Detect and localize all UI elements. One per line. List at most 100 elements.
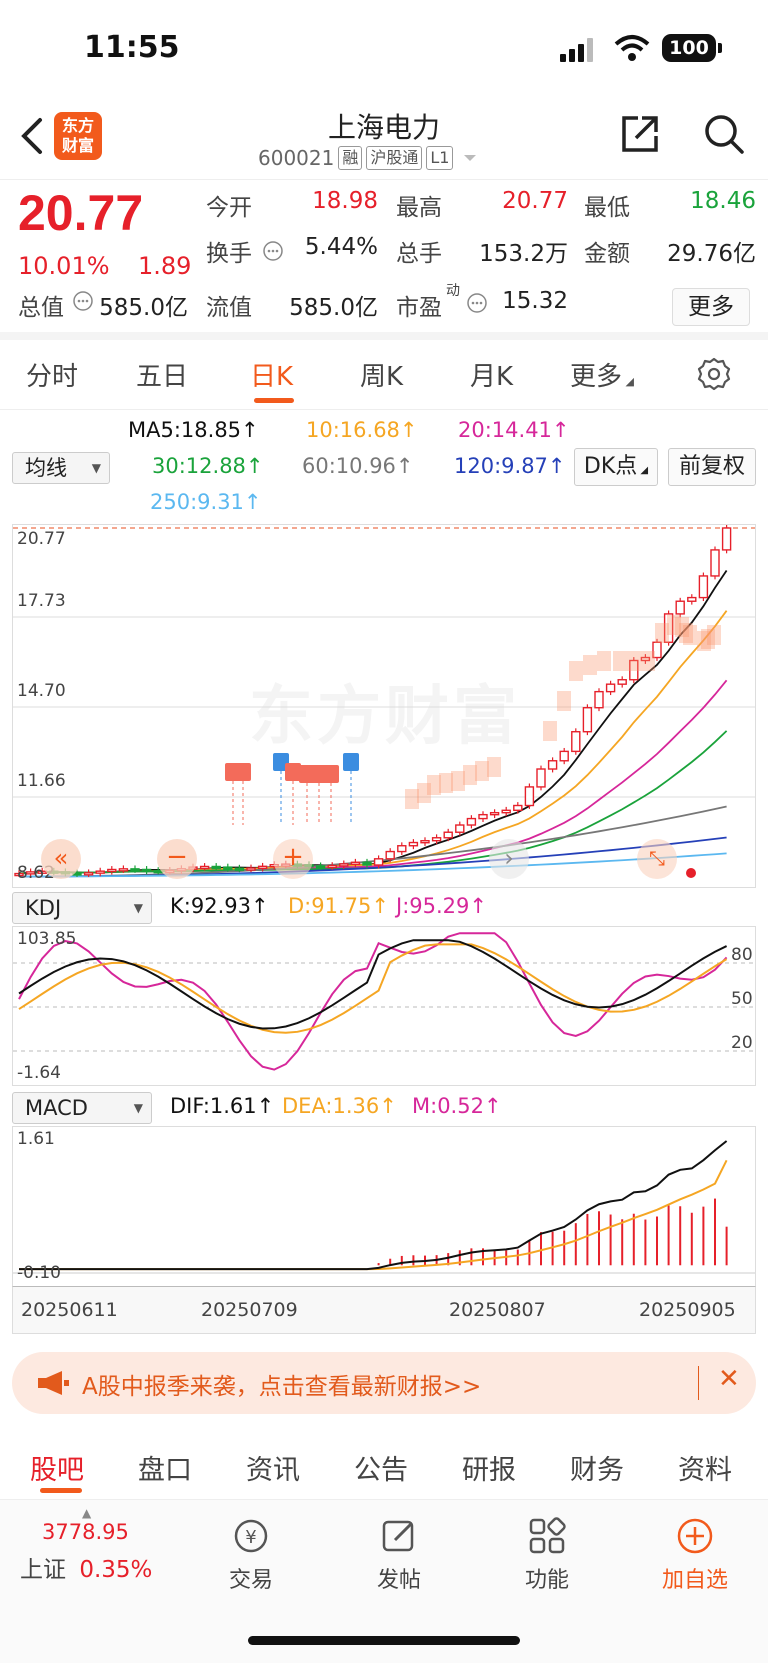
tab-announcements[interactable]: 公告 — [354, 1455, 408, 1486]
kdj-svg — [13, 932, 755, 1071]
ma10-legend: 10:16.68↑ — [306, 418, 418, 442]
scroll-left-button[interactable]: « — [41, 839, 81, 879]
float-value: 585.0亿 — [289, 295, 378, 321]
tag-margin: 融 — [338, 146, 363, 170]
signal-marker — [707, 625, 721, 645]
dropdown-icon[interactable] — [459, 151, 481, 165]
close-icon[interactable]: ✕ — [718, 1364, 740, 1394]
tab-intraday[interactable]: 分时 — [26, 362, 79, 392]
post-button[interactable]: 发帖 — [344, 1514, 454, 1594]
tab-five-day[interactable]: 五日 — [136, 362, 189, 392]
high-value: 20.77 — [502, 188, 568, 214]
tab-news[interactable]: 资讯 — [246, 1455, 300, 1486]
period-tabs: 分时 五日 日K 周K 月K 更多 ◢ — [0, 340, 768, 410]
kdj-level-20: 20 — [731, 1033, 753, 1053]
index-widget[interactable]: ▲ 3778.95 上证 0.35% — [20, 1506, 160, 1584]
plus-circle-icon — [677, 1518, 713, 1554]
info-icon[interactable] — [466, 292, 488, 314]
signal-marker — [405, 789, 419, 809]
tab-weekly-k[interactable]: 周K — [360, 362, 404, 392]
signal-marker — [557, 691, 571, 711]
active-tab-indicator — [254, 398, 294, 403]
change-percent: 10.01% — [18, 252, 110, 280]
kdj-chart[interactable]: 103.85 -1.64 80 50 20 — [12, 926, 756, 1086]
tab-monthly-k[interactable]: 月K — [470, 362, 514, 392]
tab-daily-k[interactable]: 日K — [250, 362, 294, 392]
date-1: 20250611 — [21, 1299, 118, 1321]
functions-button[interactable]: 功能 — [492, 1514, 602, 1594]
stock-header: 东方 财富 上海电力 600021 融 沪股通 L1 — [0, 100, 768, 180]
candle-body — [211, 865, 221, 870]
zoom-in-button[interactable]: + — [273, 839, 313, 879]
candle-body — [524, 786, 535, 807]
candle-body — [141, 868, 152, 873]
kdj-y-top: 103.85 — [17, 929, 77, 949]
ma30-legend: 30:12.88↑ — [152, 454, 264, 478]
kline-chart[interactable]: 东方财富 20.77 17.73 14.70 11.66 8.62 « − + … — [12, 524, 756, 888]
ma120-legend: 120:9.87↑ — [454, 454, 566, 478]
volume-label: 总手 — [396, 241, 442, 267]
macd-dea-value: DEA:1.36↑ — [282, 1094, 397, 1118]
candle-body — [489, 811, 500, 816]
back-icon[interactable] — [18, 114, 46, 158]
trade-button[interactable]: ¥ 交易 — [196, 1514, 306, 1594]
candle-body — [455, 824, 465, 833]
kline-svg — [13, 525, 755, 878]
candle-body — [350, 861, 361, 865]
app-logo[interactable]: 东方 财富 — [54, 112, 102, 160]
tab-more[interactable]: 更多 ◢ — [570, 362, 634, 392]
signal-marker — [475, 761, 489, 781]
kdj-d-value: D:91.75↑ — [288, 894, 389, 918]
zoom-out-button[interactable]: − — [157, 839, 197, 879]
y-tick-3: 14.70 — [17, 681, 66, 701]
candle-body — [234, 867, 245, 871]
svg-text:¥: ¥ — [245, 1527, 256, 1548]
signal-marker — [697, 631, 711, 651]
signal-marker — [655, 623, 669, 643]
earnings-banner[interactable]: A股中报季来袭，点击查看最新财报>> ✕ — [12, 1352, 756, 1414]
tab-profile[interactable]: 资料 — [678, 1455, 732, 1486]
macd-svg — [13, 1140, 755, 1274]
candle-body — [582, 707, 593, 733]
stock-code-line[interactable]: 600021 融 沪股通 L1 — [258, 146, 481, 170]
candle-body — [257, 865, 268, 870]
open-value: 18.98 — [312, 188, 378, 214]
trade-marker — [235, 763, 251, 781]
macd-selector[interactable]: MACD ▼ — [12, 1092, 152, 1124]
candle-body — [513, 804, 523, 811]
kdj-selector[interactable]: KDJ ▼ — [12, 892, 152, 924]
info-icon[interactable] — [72, 290, 94, 312]
tab-orderbook[interactable]: 盘口 — [138, 1455, 192, 1486]
scroll-right-button[interactable]: › — [489, 839, 529, 879]
kdj-level-80: 80 — [731, 945, 753, 965]
dk-point-button[interactable]: DK点 ◢ — [574, 448, 658, 486]
ma-line — [18, 730, 728, 875]
search-icon[interactable] — [702, 112, 746, 156]
candle-body — [118, 868, 129, 872]
candle-body — [571, 731, 581, 753]
tab-forum[interactable]: 股吧 — [30, 1455, 84, 1486]
gear-icon[interactable] — [696, 356, 732, 392]
latest-point — [686, 868, 696, 878]
adjust-button[interactable]: 前复权 — [668, 448, 756, 486]
ma-selector[interactable]: 均线 ▼ — [12, 452, 110, 484]
info-icon[interactable] — [262, 240, 284, 262]
date-axis: 20250611 20250709 20250807 20250905 — [12, 1286, 756, 1334]
candle-body — [327, 864, 337, 869]
ma-line — [18, 610, 728, 875]
change-amount: 1.89 — [138, 252, 192, 280]
candle-body — [14, 872, 24, 877]
mktcap-value: 585.0亿 — [99, 295, 188, 321]
tab-research[interactable]: 研报 — [462, 1455, 516, 1486]
tab-financials[interactable]: 财务 — [570, 1455, 624, 1486]
more-button[interactable]: 更多 — [672, 288, 750, 326]
candle-body — [385, 850, 395, 860]
share-icon[interactable] — [618, 112, 662, 156]
candle-body — [130, 868, 140, 872]
pe-label: 市盈 — [396, 295, 442, 321]
turnover-value: 5.44% — [304, 234, 378, 260]
macd-chart[interactable]: 1.61 -0.10 — [12, 1126, 756, 1286]
add-watchlist-button[interactable]: 加自选 — [640, 1514, 750, 1594]
signal-marker — [427, 775, 441, 795]
expand-button[interactable]: ⤡ — [637, 839, 677, 879]
